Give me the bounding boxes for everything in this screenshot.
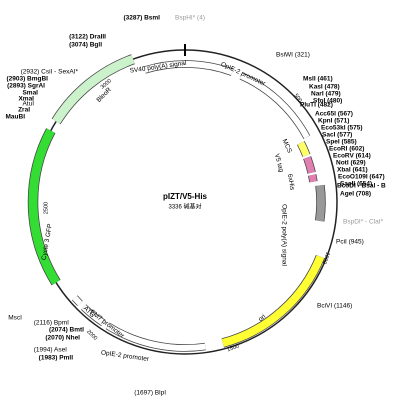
feature-arc (81, 304, 106, 326)
feature-arc (315, 184, 325, 222)
site-label: NotI (629) (336, 160, 366, 167)
site-label: SfoI (480) (313, 98, 342, 105)
feature-label: ori (257, 313, 267, 323)
feature-arc (297, 141, 310, 157)
site-label: EcoRV (614) (333, 153, 371, 160)
site-label: NarI (479) (311, 91, 341, 98)
site-label: (2893) SgrAI (7, 83, 45, 90)
site-label: MslI (461) (303, 76, 333, 83)
site-label: Acc65I (567) (315, 111, 353, 118)
site-label: PluTI (482) (300, 102, 333, 109)
site-label: SmaI (22, 90, 38, 97)
site-label: BspHI* (4) (175, 15, 205, 22)
tick-label: 2500 (43, 202, 49, 214)
site-label: (2074) BmtI (49, 327, 84, 334)
site-label: BciVI (1146) (317, 303, 352, 310)
site-label: XbaI (641) (337, 167, 368, 174)
feature-arc (72, 295, 83, 306)
tick-label: 500 (293, 93, 303, 104)
feature-arc (52, 54, 135, 124)
feature-label: V5 tag (273, 153, 285, 173)
site-label: Eco53kI (575) (321, 125, 363, 132)
site-label: PciI (945) (336, 239, 364, 246)
site-label: (1697) BlpI (134, 390, 166, 397)
site-label: EcoO109I (647) (338, 174, 385, 181)
feature-label: 6xHis (286, 173, 296, 191)
feature-arc (303, 156, 316, 174)
site-label: (2932) CsiI - SexAI* (21, 69, 79, 76)
site-label: XmaI (18, 96, 34, 103)
tick-label: 1500 (226, 344, 240, 354)
site-label: (2070) NheI (45, 335, 80, 342)
site-label: (1994) AseI (34, 347, 67, 354)
feature-label: OpIE-2 poly(A) signal (280, 204, 287, 266)
site-label: BspDI* - ClaI* (343, 219, 384, 226)
site-label: (2903) BmgBI (6, 76, 48, 83)
site-label: (3122) DraIII (69, 34, 106, 41)
plasmid-name: pIZT/V5-His (163, 192, 208, 201)
site-label: (3287) BsmI (124, 15, 161, 22)
site-label: BcoDI - BsaI - B (337, 183, 386, 190)
site-label: (2116) BpmI (34, 320, 69, 327)
site-label: SpeI (585) (326, 139, 357, 146)
site-label: MscI (8, 315, 22, 322)
site-label: EcoRI (602) (329, 146, 364, 153)
site-label: SacII (654) (340, 181, 372, 188)
site-label: MauBI (6, 114, 26, 121)
site-label: SacI (577) (322, 132, 352, 139)
site-label: AgeI (708) (340, 191, 371, 198)
site-label: KasI (478) (309, 84, 340, 91)
site-label: ZraI (18, 107, 30, 114)
feature-arc (106, 323, 206, 351)
feature-arc (143, 61, 234, 76)
site-label: KpnI (571) (318, 118, 349, 125)
tick-label: 1000 (321, 251, 331, 265)
feature-arc (308, 174, 317, 183)
site-label: AtuI (22, 101, 34, 108)
site-label: BsiWI (321) (276, 52, 310, 59)
plasmid-size: 3336 碱基对 (168, 203, 201, 211)
feature-arc (28, 128, 60, 285)
site-label: (1983) PmlI (39, 355, 74, 362)
site-label: (3074) BglI (69, 42, 102, 49)
feature-arc (221, 255, 325, 347)
feature-arc (239, 73, 310, 139)
